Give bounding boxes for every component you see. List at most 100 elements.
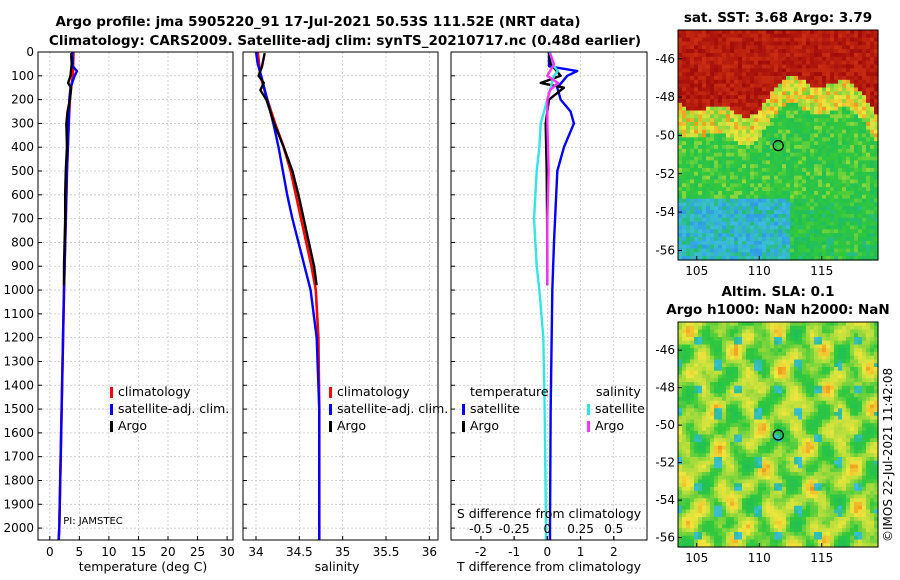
map-cell (726, 244, 731, 250)
map-cell (770, 49, 775, 54)
map-cell (718, 256, 723, 261)
y-tick-label: 1900 (3, 497, 34, 511)
map-cell (706, 363, 711, 368)
map-cell (690, 370, 695, 376)
map-cell (802, 37, 807, 43)
map-cell (786, 191, 791, 196)
argo-location-marker (772, 139, 784, 152)
map-cell (726, 240, 731, 246)
map-cell (690, 382, 695, 387)
map-cell (774, 194, 779, 200)
map-cell (854, 385, 859, 391)
map-cell (842, 202, 847, 207)
map-cell (866, 225, 871, 230)
map-cell (778, 252, 783, 257)
map-cell (794, 359, 799, 364)
map-cell (798, 206, 803, 211)
map-cell (838, 438, 843, 443)
map-cell (678, 430, 683, 436)
map-cell (686, 118, 691, 123)
map-cell (806, 382, 811, 387)
map-cell (766, 37, 771, 43)
map-cell (730, 30, 735, 35)
map-cell (862, 164, 867, 169)
map-cell (858, 427, 863, 432)
map-cell (730, 374, 735, 379)
map-cell (766, 233, 771, 238)
map-cell (806, 187, 811, 192)
map-cell (870, 156, 875, 161)
map-cell (754, 68, 759, 73)
map-cell (814, 175, 819, 181)
map-cell (842, 183, 847, 188)
map-cell (750, 400, 755, 406)
map-cell (818, 412, 823, 417)
map-cell (806, 229, 811, 234)
map-cell (794, 445, 799, 451)
map-cell (798, 102, 803, 108)
map-cell (706, 171, 711, 177)
map-cell (814, 415, 819, 421)
legend-swatch-climatology (329, 387, 332, 398)
map-cell (786, 340, 791, 346)
map-cell (762, 99, 767, 104)
map-cell (710, 352, 715, 357)
map-cell (854, 244, 859, 250)
map-cell (818, 156, 823, 161)
map-cell (782, 37, 787, 43)
map-cell (806, 95, 811, 100)
map-cell (734, 225, 739, 230)
map-cell (706, 160, 711, 165)
map-cell (698, 333, 703, 338)
map-cell (698, 340, 703, 346)
map-frame (677, 29, 879, 261)
map-cell (762, 217, 767, 223)
map-cell (814, 400, 819, 406)
map-cell (678, 359, 683, 364)
map-cell (830, 252, 835, 257)
map-cell (870, 322, 875, 327)
map-cell (762, 340, 767, 346)
map-cell (838, 198, 843, 204)
y-tick-label: 1800 (3, 473, 34, 487)
map-cell (838, 183, 843, 188)
map-cell (710, 382, 715, 387)
map-cell (874, 206, 879, 211)
map-cell (822, 344, 827, 349)
map-cell (818, 122, 823, 127)
map-cell (710, 445, 715, 451)
map-cell (834, 145, 839, 150)
map-cell (842, 41, 847, 46)
map-cell (714, 95, 719, 100)
map-cell (694, 355, 699, 361)
map-cell (714, 329, 719, 334)
map-cell (870, 76, 875, 81)
map-cell (726, 404, 731, 409)
map-cell (706, 191, 711, 196)
map-cell (702, 83, 707, 89)
map-cell (750, 445, 755, 451)
map-cell (750, 237, 755, 242)
map-cell (746, 408, 751, 413)
map-cell (678, 382, 683, 387)
map-cell (734, 99, 739, 104)
map-cell (742, 30, 747, 35)
map-cell (742, 340, 747, 346)
map-cell (734, 129, 739, 135)
map-cell (830, 359, 835, 364)
map-cell (826, 393, 831, 398)
map-cell (854, 430, 859, 436)
map-cell (686, 175, 691, 181)
map-cell (762, 378, 767, 383)
map-cell (790, 183, 795, 188)
map-cell (822, 378, 827, 383)
map-cell (802, 359, 807, 364)
map-cell (778, 45, 783, 50)
x-tick-label: 34 (248, 545, 263, 559)
map-cell (702, 337, 707, 342)
map-cell (810, 156, 815, 161)
map-cell (770, 244, 775, 250)
map-cell (754, 348, 759, 353)
map-cell (758, 244, 763, 250)
map-cell (734, 237, 739, 242)
